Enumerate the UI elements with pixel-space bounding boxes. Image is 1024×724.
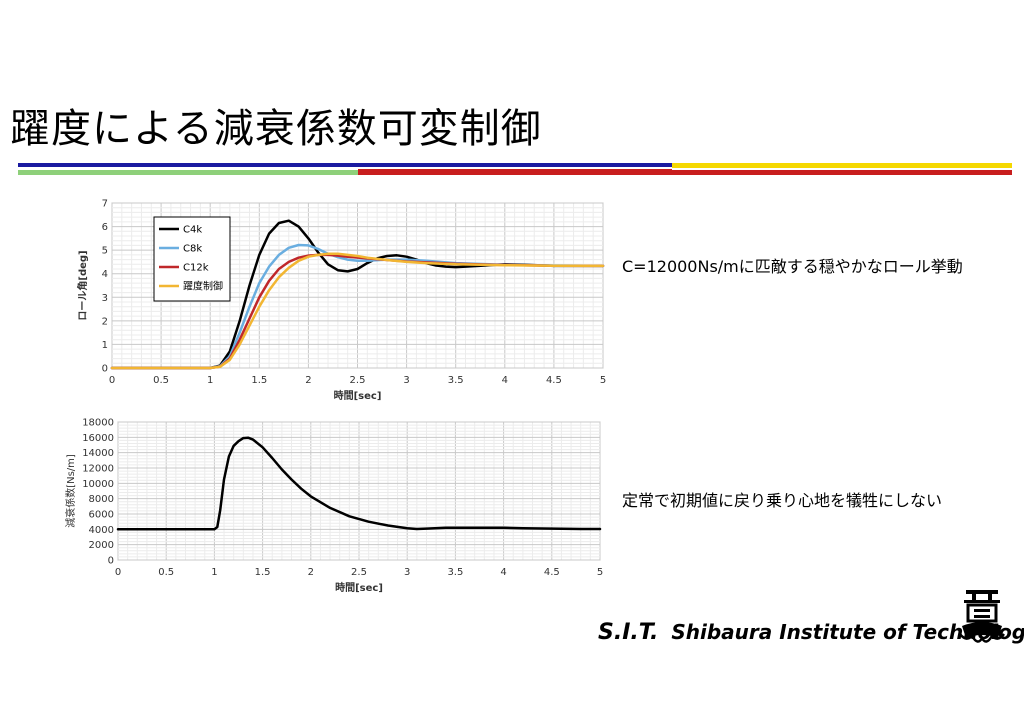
x-tick-label: 4 — [502, 375, 508, 386]
legend-entry: C8k — [183, 244, 202, 255]
footer-abbr: S.I.T. — [598, 620, 659, 645]
y-tick-label: 3 — [102, 293, 108, 304]
x-tick-label: 2.5 — [351, 567, 367, 578]
bar-yellow-red — [672, 163, 1012, 175]
x-tick-label: 2.5 — [350, 375, 366, 386]
series-line-1 — [110, 243, 605, 370]
x-tick-label: 0 — [115, 567, 121, 578]
footer-institution: S.I.T. Shibaura Institute of Technology — [598, 620, 1024, 645]
x-tick-label: 1.5 — [251, 375, 267, 386]
y-tick-label: 8000 — [89, 494, 114, 505]
y-tick-label: 18000 — [82, 418, 114, 429]
x-tick-label: 3.5 — [448, 375, 464, 386]
series-line-0 — [110, 219, 605, 370]
roll-angle-chart: 0 0.5 1 1.5 2 2.5 3 3.5 4 4.5 5 0 1 2 3 4 5 6 7 時間[sec] ロール角… — [76, 199, 606, 403]
y-tick-label: 16000 — [82, 433, 114, 444]
x-tick-label: 3 — [403, 375, 409, 386]
x-tick-label: 3 — [404, 567, 410, 578]
x-tick-label: 0 — [109, 375, 115, 386]
series-line-0 — [116, 436, 602, 531]
university-crest-icon — [959, 590, 1005, 643]
bar-blue-green — [18, 163, 358, 175]
legend-entry: C12k — [183, 263, 209, 274]
y-tick-label: 0 — [108, 556, 114, 567]
bar-blue-red — [358, 163, 672, 175]
series-line-3 — [110, 252, 605, 370]
y-tick-label: 4000 — [89, 525, 114, 536]
x-tick-label: 2 — [308, 567, 314, 578]
y-tick-label: 2 — [102, 316, 108, 327]
y-tick-label: 6000 — [89, 510, 114, 521]
x-tick-label: 2 — [305, 375, 311, 386]
x-tick-label: 0.5 — [153, 375, 169, 386]
y-tick-label: 2000 — [89, 540, 114, 551]
y-tick-label: 6 — [102, 222, 108, 233]
y-axis-label: ロール角[deg] — [76, 250, 89, 320]
x-tick-label: 4.5 — [546, 375, 562, 386]
x-tick-label: 1.5 — [255, 567, 271, 578]
note-roll-behavior: C=12000Ns/mに匹敵する穏やかなロール挙動 — [622, 257, 963, 276]
x-tick-label: 5 — [597, 567, 603, 578]
damping-coefficient-chart: 0 0.5 1 1.5 2 2.5 3 3.5 4 4.5 5 0 2000 4000 6000 8000 10… — [64, 418, 603, 595]
y-tick-label: 5 — [102, 246, 108, 257]
x-tick-label: 4.5 — [544, 567, 560, 578]
y-tick-label: 12000 — [82, 464, 114, 475]
legend-entry: C4k — [183, 225, 202, 236]
x-tick-label: 0.5 — [158, 567, 174, 578]
x-tick-label: 4 — [500, 567, 506, 578]
y-axis-label: 減衰係数[Ns/m] — [64, 454, 77, 528]
y-tick-label: 1 — [102, 340, 108, 351]
y-tick-label: 10000 — [82, 479, 114, 490]
y-tick-label: 7 — [102, 199, 108, 210]
x-tick-label: 1 — [211, 567, 217, 578]
page-title: 躍度による減衰係数可変制御 — [10, 106, 542, 152]
x-tick-label: 1 — [207, 375, 213, 386]
x-tick-label: 5 — [600, 375, 606, 386]
y-tick-label: 4 — [102, 269, 108, 280]
y-tick-label: 0 — [102, 364, 108, 375]
legend-entry: 躍度制御 — [183, 280, 223, 293]
y-tick-label: 14000 — [82, 448, 114, 459]
x-axis-label: 時間[sec] — [335, 581, 383, 594]
title-underline-bars — [18, 163, 1012, 175]
x-axis-label: 時間[sec] — [334, 389, 382, 402]
note-ride-comfort: 定常で初期値に戻り乗り心地を犠牲にしない — [622, 491, 943, 510]
x-tick-label: 3.5 — [447, 567, 463, 578]
